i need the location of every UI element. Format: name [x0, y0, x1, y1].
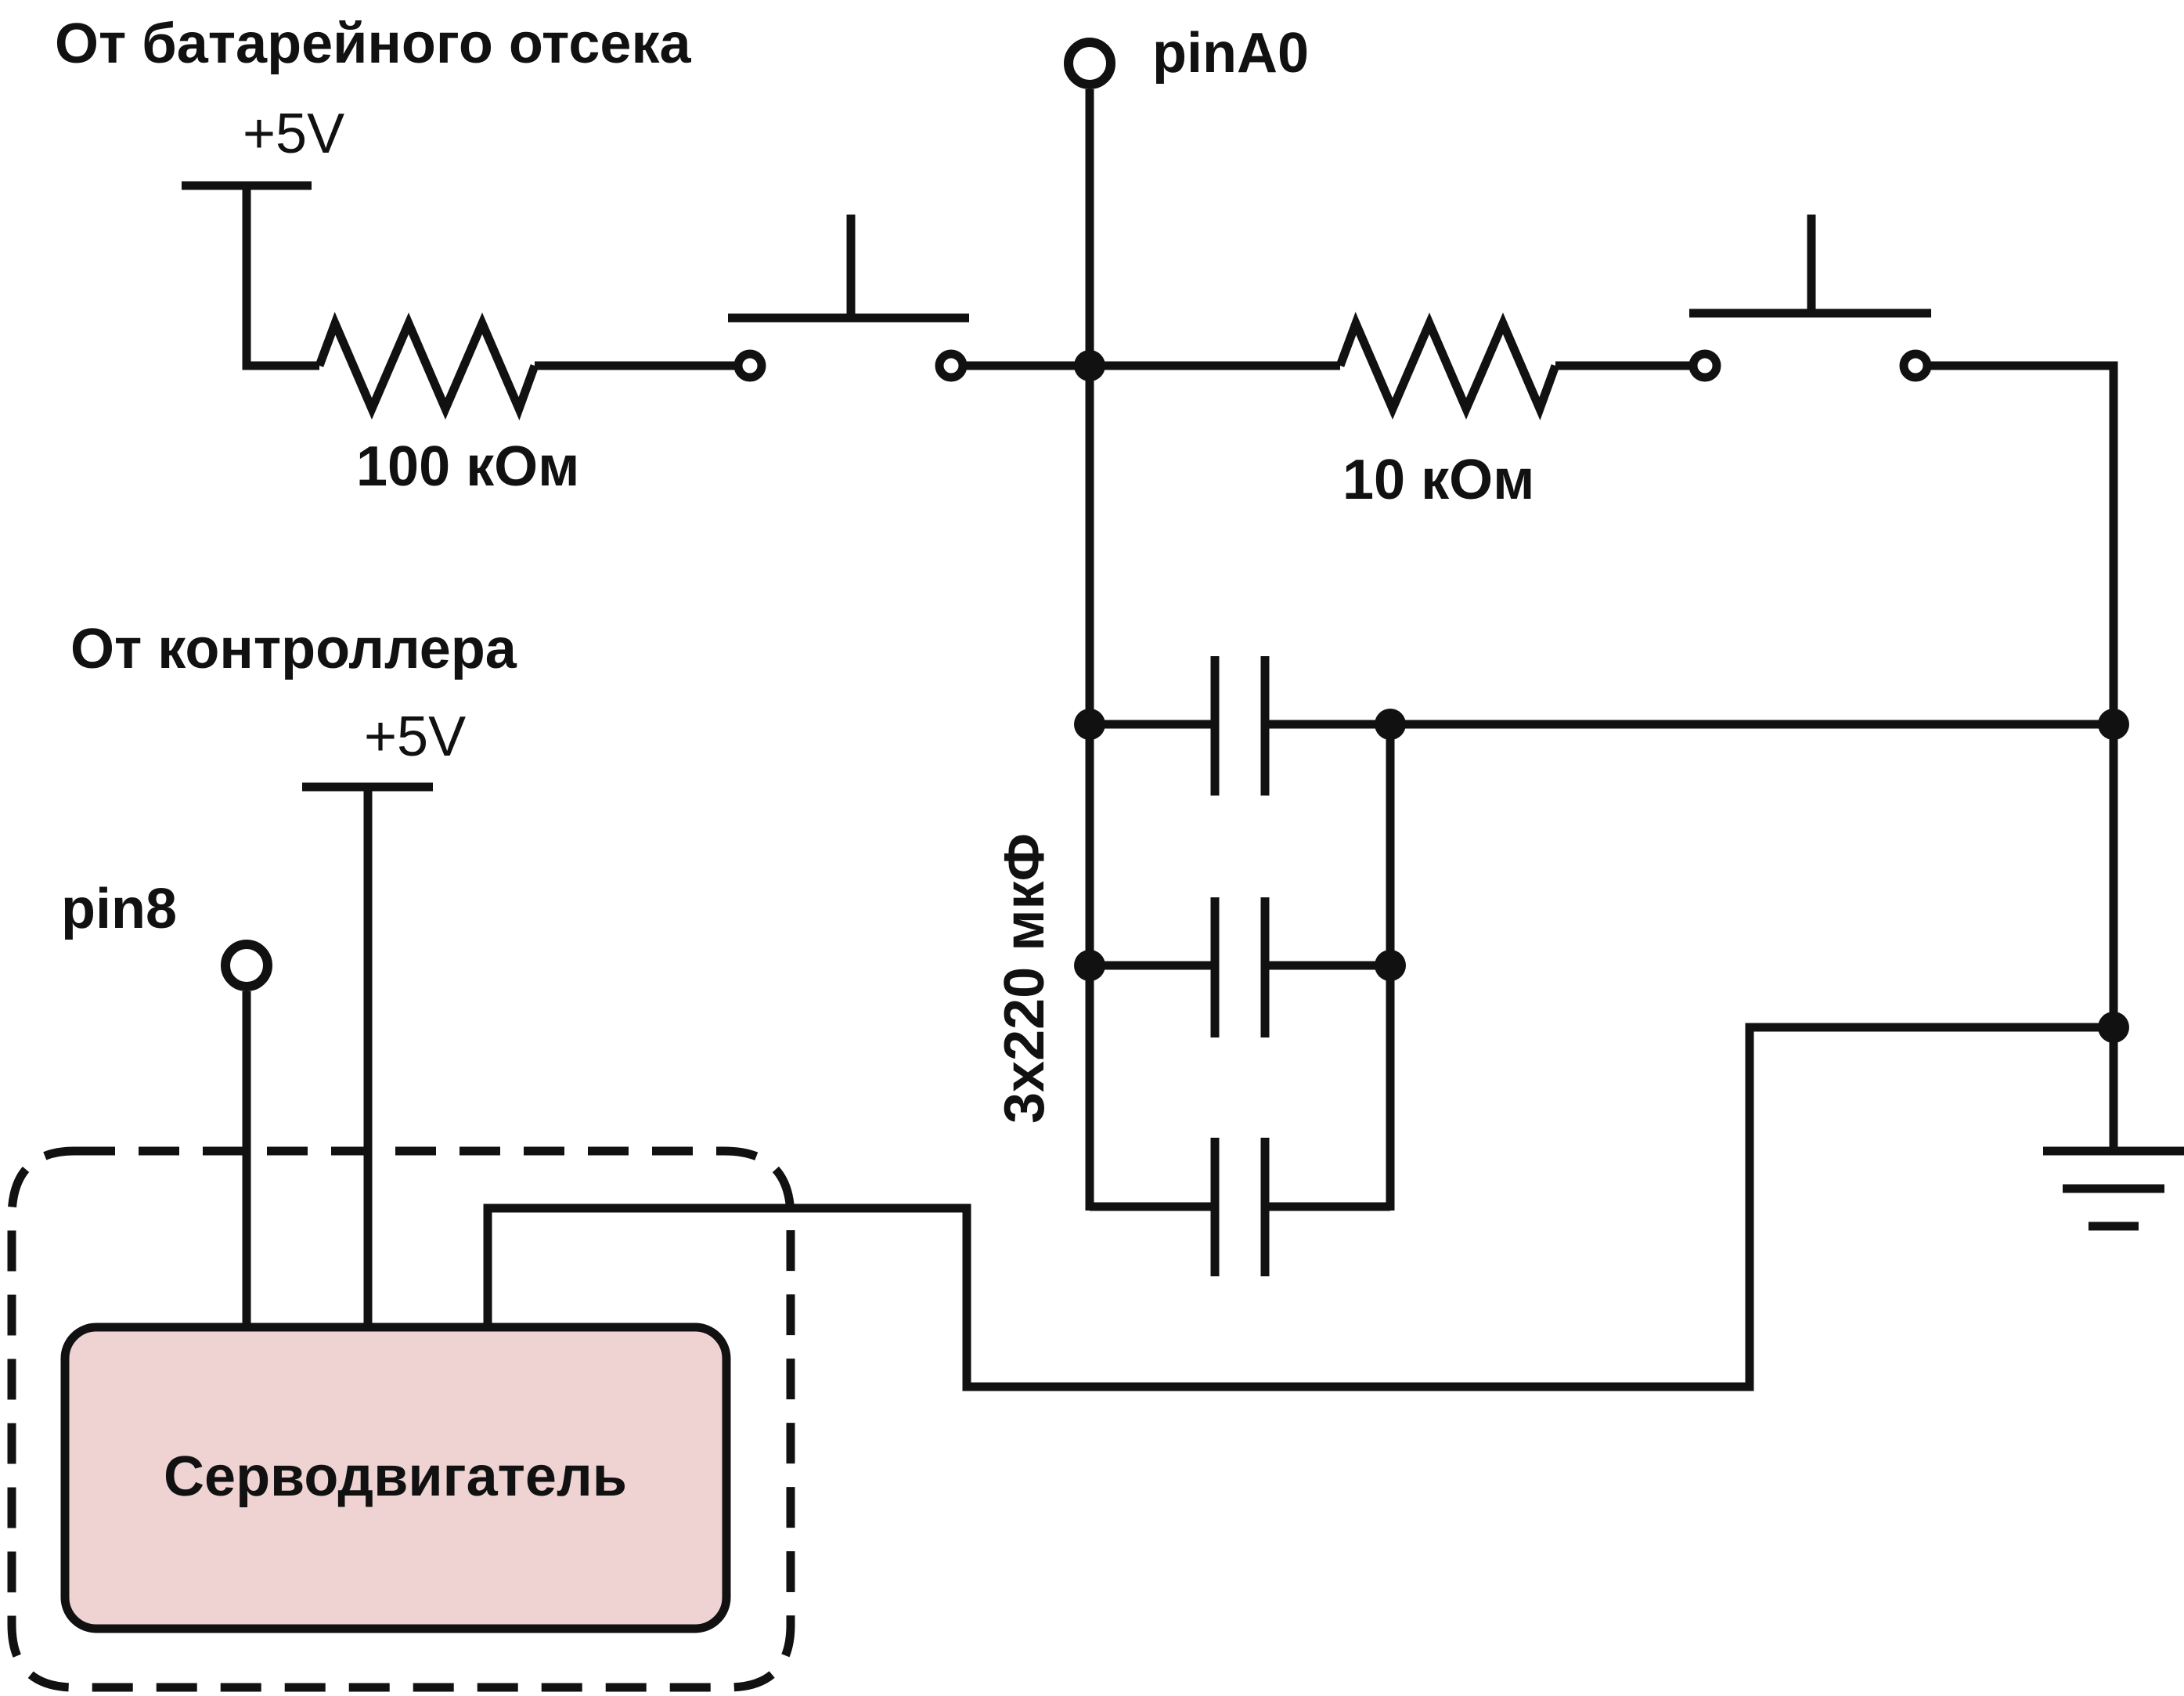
push-button-switch-1 [728, 215, 969, 382]
servo-ground-wire [483, 1023, 2114, 1391]
right-rail-wire [1927, 361, 2118, 1149]
controller-voltage-label: +5V [364, 705, 466, 768]
controller-source-label: От контроллера [70, 618, 517, 680]
junction-node [1074, 709, 1105, 740]
junction-node [1074, 350, 1105, 381]
servo-module-outline [7, 1146, 795, 1692]
battery-source-label: От батарейного отсека [55, 13, 691, 75]
junction-node [1375, 950, 1406, 981]
capacitor-value-label: 3x220 мкФ [993, 833, 1056, 1124]
switch-2-contact-right [1899, 349, 1932, 382]
junction-node [1074, 950, 1105, 981]
junction-node [2098, 709, 2129, 740]
battery-supply [182, 181, 319, 370]
push-button-switch-2 [1688, 215, 1932, 382]
junction-nodes [1074, 350, 2129, 1043]
switch-1-contact-right [935, 349, 968, 382]
battery-voltage-label: +5V [243, 103, 344, 165]
resistor-100k [315, 312, 539, 420]
junction-node [1375, 709, 1406, 740]
junction-node [2098, 1012, 2129, 1043]
servo-label: Серводвигатель [164, 1445, 627, 1508]
pin-a0-terminal [1064, 38, 1115, 89]
battery-supply-wire [242, 186, 319, 370]
pin-8-label: pin8 [61, 878, 177, 940]
resistor-100k-label: 100 кОм [356, 435, 579, 498]
resistor-10k-label: 10 кОм [1342, 449, 1534, 511]
pin-8-terminal [221, 940, 272, 991]
servo-motor-box [60, 1323, 731, 1633]
resistor-10k [1335, 312, 1560, 420]
capacitor-bank [1090, 656, 2114, 1276]
ground-symbol [2043, 1146, 2184, 1231]
pin-a0-label: pinA0 [1152, 22, 1309, 85]
switch-1-contact-left [733, 349, 766, 382]
switch-2-contact-left [1688, 349, 1721, 382]
